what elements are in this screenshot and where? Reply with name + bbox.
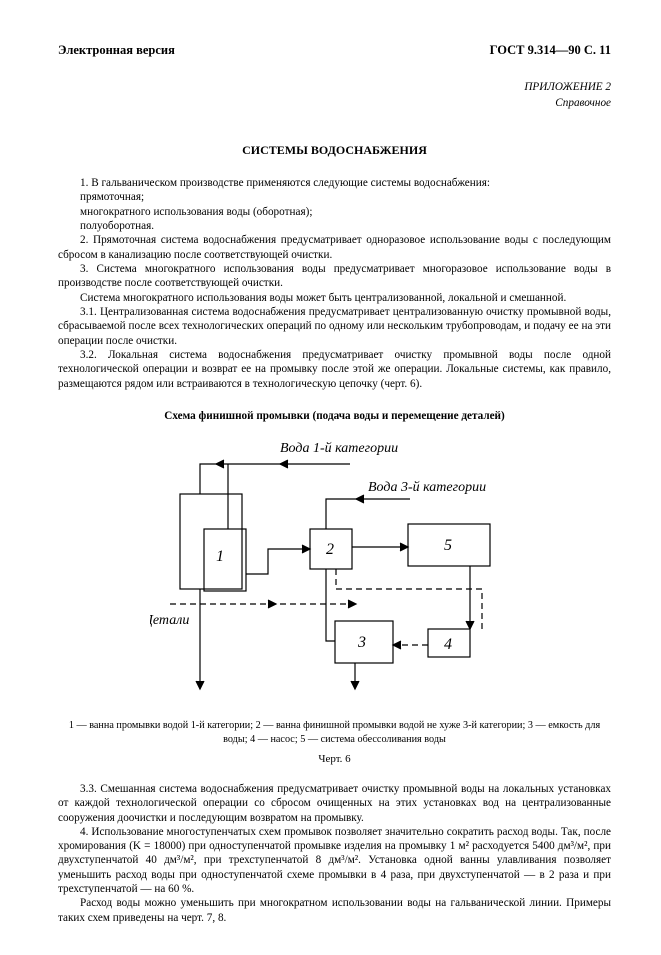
num-5: 5 (444, 537, 452, 554)
para-1c: полуоборотная. (58, 219, 611, 233)
label-detail: Детали (150, 613, 189, 628)
para-31: 3.1. Централизованная система водоснабже… (58, 305, 611, 348)
header-row: Электронная версия ГОСТ 9.314—90 C. 11 (58, 42, 611, 58)
para-33: 3.3. Смешанная система водоснабжения пре… (58, 782, 611, 825)
gost-code: ГОСТ 9.314—90 C. 11 (490, 42, 611, 58)
diagram-caption: 1 — ванна промывки водой 1-й категории; … (58, 719, 611, 746)
page: Электронная версия ГОСТ 9.314—90 C. 11 П… (0, 0, 661, 955)
sprav-label: Справочное (58, 96, 611, 110)
num-2: 2 (326, 541, 334, 558)
diagram-title: Схема финишной промывки (подача воды и п… (58, 409, 611, 423)
para-3: 3. Система многократного использования в… (58, 262, 611, 291)
para-32: 3.2. Локальная система водоснабжения пре… (58, 348, 611, 391)
label-water1: Вода 1-й категории (280, 441, 398, 456)
para-1: 1. В гальваническом производстве применя… (58, 176, 611, 190)
diagram: Вода 1-й категории Вода 3-й категории Де… (58, 429, 611, 709)
para-2: 2. Прямоточная система водоснабжения пре… (58, 233, 611, 262)
num-1: 1 (216, 548, 224, 565)
para-3a: Система многократного использования воды… (58, 291, 611, 305)
para-1a: прямоточная; (58, 190, 611, 204)
para-5: Расход воды можно уменьшить при многокра… (58, 896, 611, 925)
para-4: 4. Использование многоступенчатых схем п… (58, 825, 611, 897)
title: СИСТЕМЫ ВОДОСНАБЖЕНИЯ (58, 143, 611, 158)
version-label: Электронная версия (58, 42, 175, 58)
diagram-chert: Черт. 6 (58, 752, 611, 766)
diagram-svg: Вода 1-й категории Вода 3-й категории Де… (150, 429, 520, 709)
num-4: 4 (444, 636, 452, 653)
label-water3: Вода 3-й категории (368, 480, 486, 495)
num-3: 3 (357, 634, 366, 651)
para-1b: многократного использования воды (оборот… (58, 205, 611, 219)
appendix-label: ПРИЛОЖЕНИЕ 2 (58, 80, 611, 94)
